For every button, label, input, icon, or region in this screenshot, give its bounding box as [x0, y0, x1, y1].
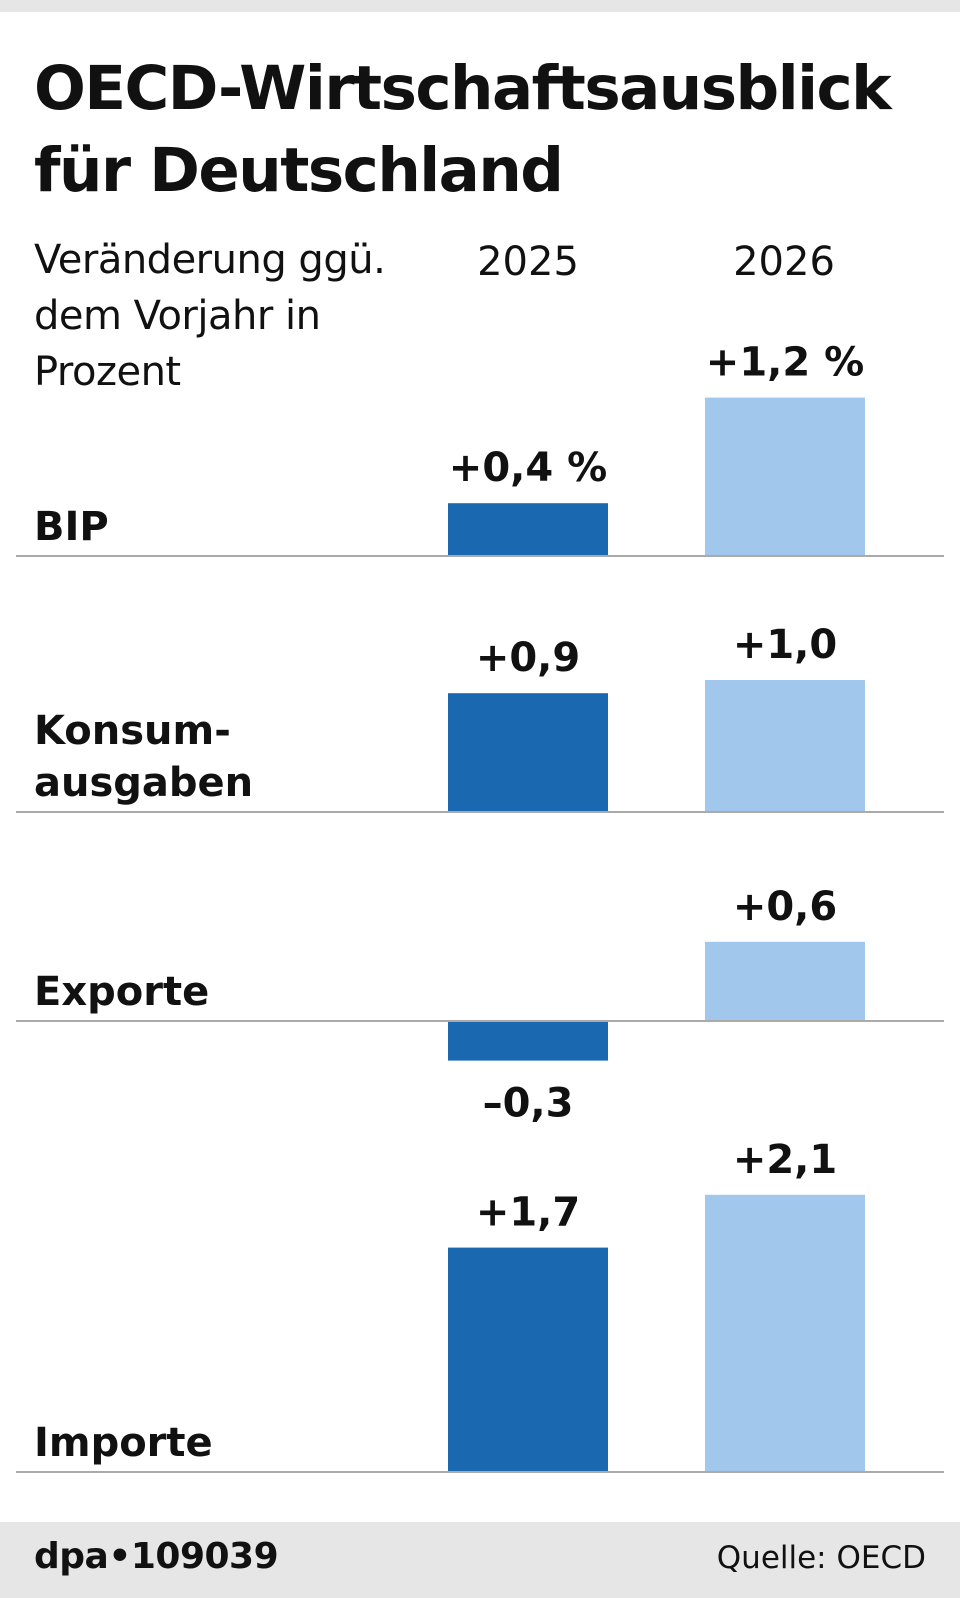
year-label-2026: 2026 [733, 239, 835, 285]
bar [448, 1021, 608, 1061]
value-label: +0,4 % [449, 445, 607, 491]
category-label: BIP [34, 504, 109, 550]
bar [448, 693, 608, 812]
bar [705, 1194, 865, 1472]
chart-title: OECD-Wirtschaftsausblick für Deutschland [34, 53, 892, 206]
bar [705, 941, 865, 1021]
footer-band [0, 1522, 960, 1598]
year-label-2025: 2025 [477, 239, 579, 285]
value-label: +0,6 [733, 884, 837, 930]
value-label: +1,0 [733, 622, 837, 668]
source-note: Quelle: OECD [716, 1540, 926, 1576]
chart-subtitle: Veränderung ggü. dem Vorjahr in Prozent [34, 237, 386, 395]
value-label: +2,1 [733, 1137, 837, 1183]
agency-code: dpa•109039 [34, 1536, 279, 1577]
category-label: Exporte [34, 969, 209, 1015]
category-label: Konsum-ausgaben [34, 708, 253, 806]
value-label: +0,9 [476, 635, 580, 681]
bar [705, 680, 865, 812]
category-label: Importe [34, 1420, 213, 1466]
bar [448, 503, 608, 556]
bar [705, 397, 865, 556]
bar [448, 1247, 608, 1472]
value-label: +1,7 [476, 1190, 580, 1236]
top-band [0, 0, 960, 12]
value-label: +1,2 % [706, 340, 864, 386]
value-label: –0,3 [483, 1081, 574, 1127]
